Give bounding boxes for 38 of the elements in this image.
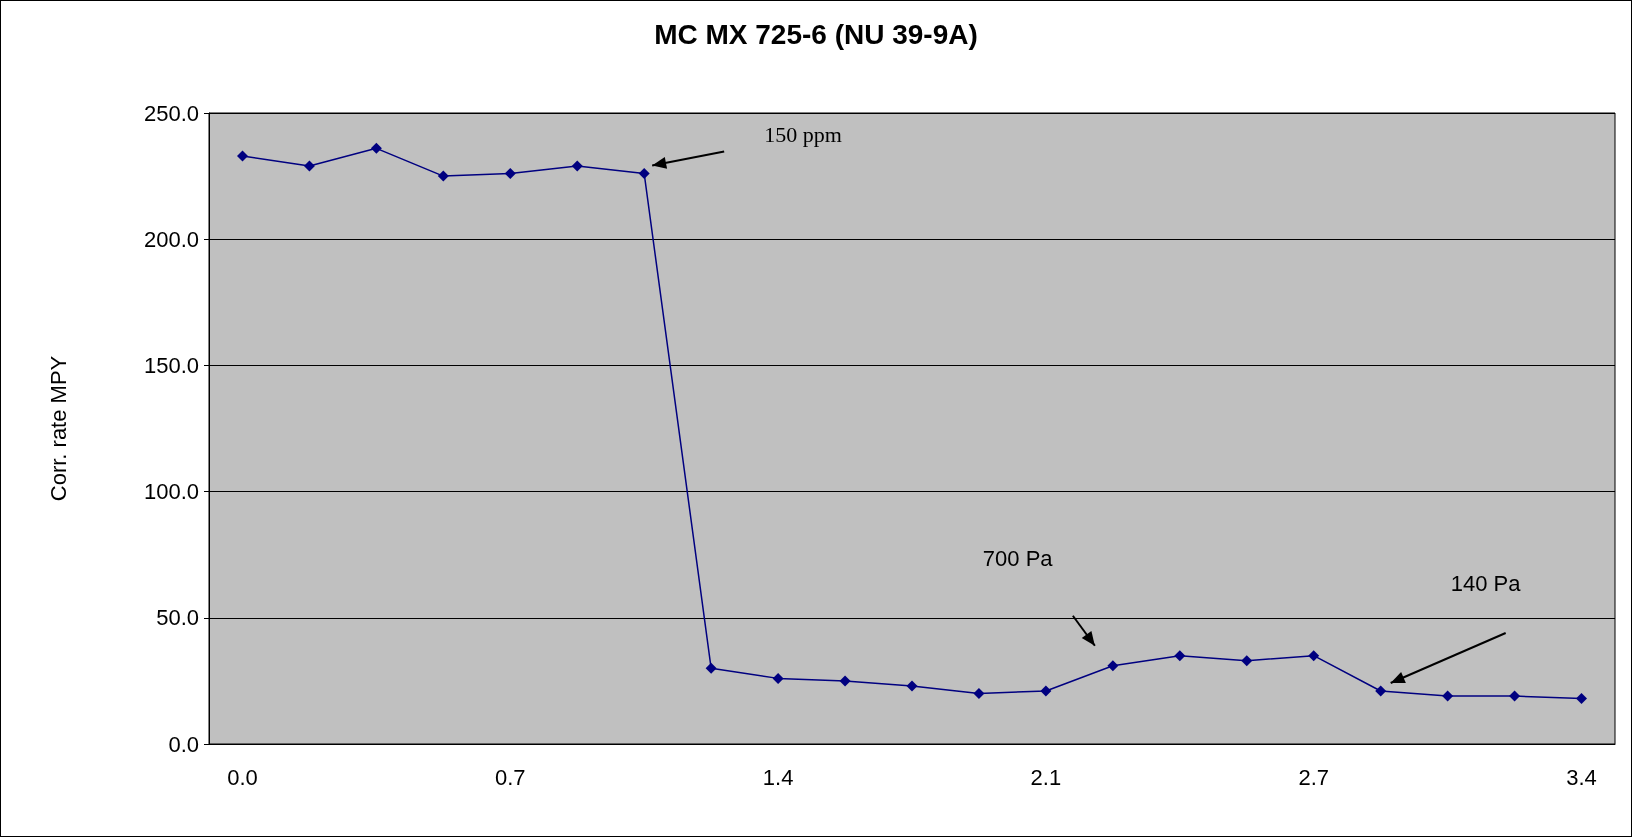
point [1442,690,1454,702]
x-tick-label: 2.7 [1298,764,1330,790]
point [1375,685,1387,697]
point [437,170,449,182]
point [571,160,583,172]
point [1576,693,1588,705]
point [370,142,382,154]
point [1174,650,1186,662]
y-tick-label: 200.0 [143,226,199,252]
point [638,168,650,180]
annotation: 150 ppm [764,121,842,148]
point [1040,685,1052,697]
y-tick-label: 100.0 [143,479,199,505]
x-tick-label: 0.7 [494,764,526,790]
x-tick-label: 2.1 [1030,764,1062,790]
point [1308,650,1320,662]
point [973,688,985,700]
point [1107,660,1119,672]
y-axis-title: Corr. rate MPY [45,355,71,502]
point [236,150,248,162]
y-tick-label: 250.0 [143,100,199,126]
point [1241,655,1253,667]
point [504,168,516,180]
x-tick-label: 0.0 [227,764,258,790]
point [1509,690,1521,702]
point [772,672,784,684]
annotation: 140 Pa [1450,570,1521,597]
point [303,160,315,172]
y-tick-label: 0.0 [168,731,199,757]
x-tick-label: 1.4 [762,764,794,790]
point [906,680,918,692]
y-tick-label: 50.0 [156,605,199,631]
point [839,675,851,687]
annotation: 700 Pa [982,545,1053,572]
x-tick-label: 3.4 [1566,764,1597,790]
point [705,662,717,674]
chart-title: MC MX 725-6 (NU 39-9A) [654,18,978,50]
y-tick-label: 150.0 [143,352,199,378]
